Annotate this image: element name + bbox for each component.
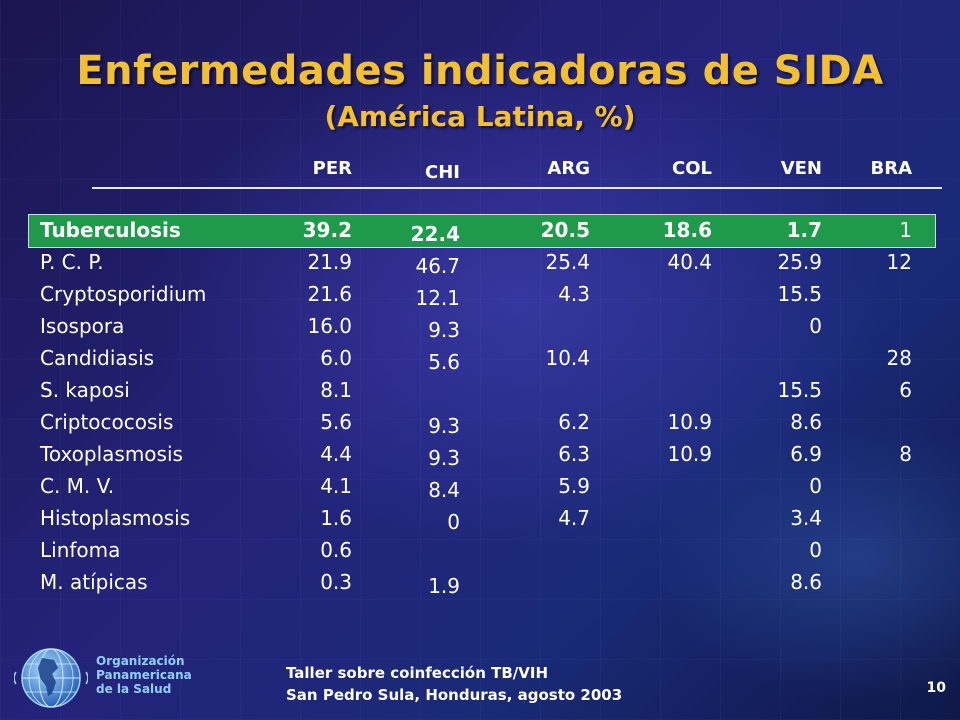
table-cell: 12 [886, 250, 912, 274]
table-cell: 46.7 [415, 254, 460, 278]
table-cell: 4.1 [320, 474, 352, 498]
organization-line: Panamericana [96, 668, 192, 682]
table-cell: 3.4 [790, 506, 822, 530]
page-number: 10 [926, 680, 946, 696]
column-header-col: COL [672, 158, 712, 179]
row-label: Histoplasmosis [40, 506, 191, 530]
row-label: Linfoma [40, 538, 121, 562]
slide-subtitle: (América Latina, %) [324, 100, 636, 133]
table-cell: 10.4 [545, 346, 590, 370]
table-cell: 0.3 [320, 570, 352, 594]
table-cell: 6.3 [558, 442, 590, 466]
footer-text: Taller sobre coinfección TB/VIH San Pedr… [286, 662, 622, 706]
table-cell: 8.6 [790, 570, 822, 594]
column-header-bra: BRA [870, 158, 912, 179]
organization-name: Organización Panamericana de la Salud [96, 654, 192, 696]
table-cell: 15.5 [777, 378, 822, 402]
organization-line: Organización [96, 654, 185, 668]
table-cell: 0 [809, 474, 822, 498]
row-label: Toxoplasmosis [40, 442, 183, 466]
table-cell: 25.4 [545, 250, 590, 274]
row-label: C. M. V. [40, 474, 115, 498]
table-cell: 25.9 [777, 250, 822, 274]
table-cell: 1.7 [786, 218, 822, 242]
table-cell: 8 [899, 442, 912, 466]
row-label: Tuberculosis [40, 218, 181, 242]
table-cell: 1.9 [428, 574, 460, 598]
table-cell: 21.6 [307, 282, 352, 306]
table-cell: 28 [886, 346, 912, 370]
table-cell: 10.9 [667, 442, 712, 466]
row-label: Cryptosporidium [40, 282, 207, 306]
table-cell: 9.3 [428, 318, 460, 342]
slide-title: Enfermedades indicadoras de SIDA [76, 48, 884, 94]
row-label: Candidiasis [40, 346, 155, 370]
table-cell: 6.9 [790, 442, 822, 466]
table-cell: 21.9 [307, 250, 352, 274]
row-label: Criptococosis [40, 410, 174, 434]
table-cell: 0.6 [320, 538, 352, 562]
row-label: S. kaposi [40, 378, 130, 402]
row-label: P. C. P. [40, 250, 104, 274]
table-cell: 4.3 [558, 282, 590, 306]
row-label: Isospora [40, 314, 125, 338]
highlighted-row-background [28, 214, 936, 248]
column-header-ven: VEN [780, 158, 822, 179]
table-cell: 22.4 [410, 222, 460, 246]
paho-globe-logo [14, 648, 88, 708]
table-cell: 12.1 [415, 286, 460, 310]
table-cell: 0 [447, 510, 460, 534]
table-cell: 8.6 [790, 410, 822, 434]
column-header-arg: ARG [547, 158, 590, 179]
table-cell: 5.6 [320, 410, 352, 434]
table-cell: 6 [899, 378, 912, 402]
table-cell: 6.2 [558, 410, 590, 434]
table-cell: 40.4 [667, 250, 712, 274]
table-cell: 0 [809, 314, 822, 338]
table-cell: 5.6 [428, 350, 460, 374]
table-cell: 18.6 [662, 218, 712, 242]
table-cell: 39.2 [302, 218, 352, 242]
column-header-chi: CHI [425, 162, 460, 183]
table-cell: 8.4 [428, 478, 460, 502]
table-cell: 9.3 [428, 446, 460, 470]
table-cell: 1.6 [320, 506, 352, 530]
table-cell: 10.9 [667, 410, 712, 434]
table-cell: 15.5 [777, 282, 822, 306]
table-cell: 4.4 [320, 442, 352, 466]
column-header-per: PER [312, 158, 352, 179]
header-divider [92, 187, 942, 189]
table-cell: 16.0 [307, 314, 352, 338]
table-cell: 8.1 [320, 378, 352, 402]
table-cell: 20.5 [540, 218, 590, 242]
table-cell: 1 [899, 218, 912, 242]
table-cell: 0 [809, 538, 822, 562]
footer-line-1: Taller sobre coinfección TB/VIH [286, 664, 548, 682]
table-cell: 6.0 [320, 346, 352, 370]
table-cell: 4.7 [558, 506, 590, 530]
table-cell: 9.3 [428, 414, 460, 438]
footer-line-2: San Pedro Sula, Honduras, agosto 2003 [286, 686, 623, 704]
table-cell: 5.9 [558, 474, 590, 498]
row-label: M. atípicas [40, 570, 148, 594]
organization-line: de la Salud [96, 682, 172, 696]
